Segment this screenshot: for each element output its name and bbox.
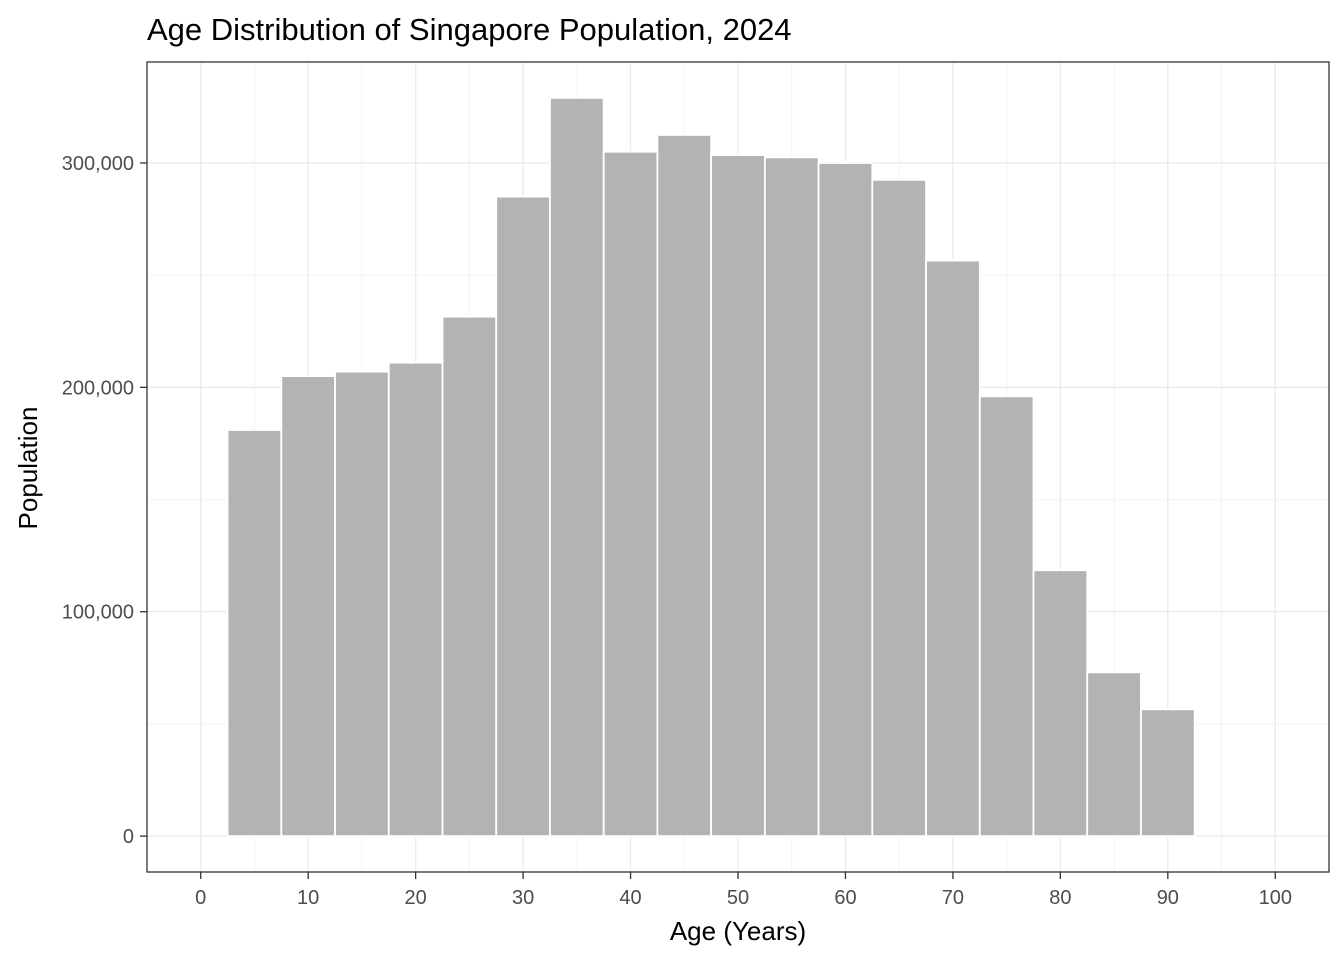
histogram-bar: [1086, 671, 1142, 837]
x-tick-label: 60: [834, 887, 856, 909]
x-tick-label: 30: [512, 887, 534, 909]
x-axis-ticks: 0 10 20 30 40 50 60 70 80 90 100: [195, 872, 1292, 909]
histogram-bar: [495, 195, 551, 837]
histogram-bar: [656, 134, 713, 837]
histogram-bar: [549, 97, 605, 837]
x-tick-label: 0: [195, 887, 206, 909]
histogram-bar: [1140, 708, 1196, 837]
histogram-bar: [763, 156, 820, 837]
x-tick-label: 10: [297, 887, 319, 909]
histogram-bar: [710, 154, 766, 837]
histogram-bar: [871, 178, 927, 837]
histogram-bar: [817, 162, 874, 837]
y-tick-label: 100,000: [62, 602, 134, 624]
histogram-bar: [280, 375, 336, 837]
histogram-bar: [925, 259, 981, 837]
histogram-bar: [334, 370, 390, 837]
bars: [226, 97, 1196, 837]
y-tick-label: 300,000: [62, 153, 134, 175]
y-tick-label: 200,000: [62, 377, 134, 399]
histogram-bar: [226, 429, 283, 837]
histogram-bar: [1032, 569, 1089, 837]
y-axis-ticks: 0 100,000 200,000 300,000: [62, 153, 147, 848]
y-tick-label: 0: [123, 826, 134, 848]
histogram-bar: [441, 315, 498, 837]
x-tick-label: 90: [1157, 887, 1179, 909]
x-tick-label: 20: [405, 887, 427, 909]
x-tick-label: 40: [619, 887, 641, 909]
histogram-bar: [602, 150, 659, 837]
chart-title: Age Distribution of Singapore Population…: [147, 12, 792, 47]
x-tick-label: 70: [942, 887, 964, 909]
x-tick-label: 50: [727, 887, 749, 909]
histogram-bar: [978, 395, 1035, 837]
x-axis-title: Age (Years): [670, 916, 806, 946]
x-tick-label: 100: [1259, 887, 1292, 909]
x-tick-label: 80: [1049, 887, 1071, 909]
histogram-bar: [387, 361, 444, 837]
y-axis-title: Population: [13, 407, 43, 530]
